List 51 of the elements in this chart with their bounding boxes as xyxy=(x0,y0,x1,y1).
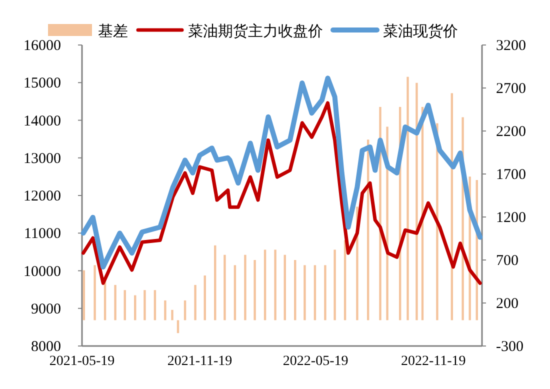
bar xyxy=(94,265,96,320)
y-tick-label: 10000 xyxy=(24,264,61,280)
y2-tick-label: 700 xyxy=(496,253,518,269)
bar xyxy=(124,290,126,320)
y2-tick-label: 200 xyxy=(496,296,518,312)
bar xyxy=(324,265,326,320)
bar xyxy=(314,265,316,320)
y-tick-label: 15000 xyxy=(24,76,61,92)
bar xyxy=(184,300,186,320)
bar xyxy=(294,260,296,320)
bar xyxy=(214,245,216,320)
bar xyxy=(274,250,276,320)
bar xyxy=(244,254,246,320)
legend-label: 菜油现货价 xyxy=(383,23,458,40)
y-tick-label: 11000 xyxy=(24,226,61,242)
y-tick-label: 13000 xyxy=(24,150,61,167)
bar xyxy=(154,290,156,320)
y-tick-label: 8000 xyxy=(31,339,61,355)
y2-tick-label: -300 xyxy=(496,339,524,355)
bar xyxy=(114,284,116,320)
legend-label: 基差 xyxy=(98,23,128,40)
y2-tick-label: 2700 xyxy=(496,81,526,97)
x-tick-label: 2021-05-19 xyxy=(49,354,115,369)
y-tick-label: 14000 xyxy=(24,113,61,130)
bar xyxy=(204,275,206,320)
y2-tick-label: 3200 xyxy=(496,38,526,54)
bar xyxy=(171,310,174,320)
bar xyxy=(416,82,418,320)
x-tick-label: 2022-05-19 xyxy=(282,354,348,369)
y-tick-label: 9000 xyxy=(31,301,61,318)
bar xyxy=(406,76,409,320)
bar xyxy=(264,250,266,320)
bar xyxy=(224,254,226,320)
y2-tick-label: 1700 xyxy=(496,167,526,183)
bar xyxy=(194,284,196,320)
x-tick-label: 2022-11-19 xyxy=(400,354,466,369)
y2-tick-label: 1200 xyxy=(496,210,526,226)
legend-label: 菜油期货主力收盘价 xyxy=(188,23,323,40)
y2-tick-label: 2200 xyxy=(496,124,526,140)
x-tick-label: 2021-11-19 xyxy=(167,354,232,369)
bar xyxy=(334,250,336,320)
bar xyxy=(234,265,236,320)
bar xyxy=(176,320,180,334)
bar xyxy=(254,260,256,320)
bar xyxy=(304,265,306,320)
bar xyxy=(144,290,146,320)
y-tick-label: 16000 xyxy=(24,38,61,54)
bar xyxy=(82,270,86,320)
bar xyxy=(284,254,286,320)
bar xyxy=(164,300,166,320)
y-tick-label: 12000 xyxy=(24,188,61,204)
